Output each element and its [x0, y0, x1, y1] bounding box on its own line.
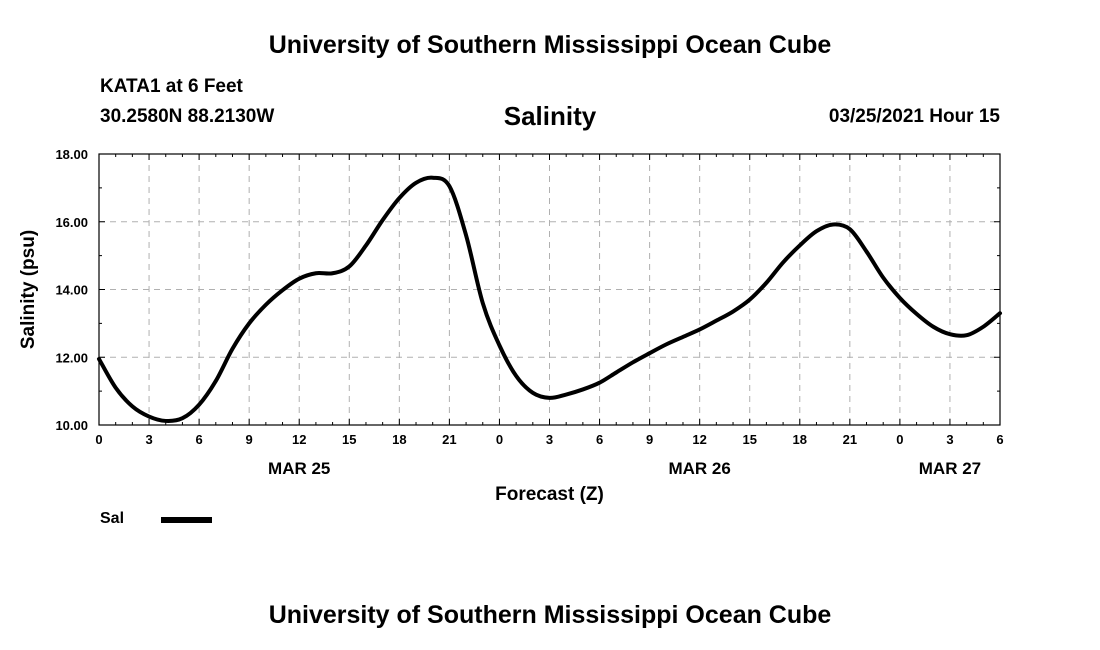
x-tick-label: 6	[996, 432, 1003, 447]
x-tick-label: 21	[843, 432, 857, 447]
date-label: MAR 25	[268, 459, 330, 478]
top-title: University of Southern Mississippi Ocean…	[268, 31, 832, 59]
forecast-datetime: 03/25/2021 Hour 15	[828, 106, 1000, 127]
x-tick-label: 0	[95, 432, 102, 447]
x-tick-label: 15	[742, 432, 756, 447]
y-tick-label: 14.00	[55, 283, 88, 298]
x-tick-label: 18	[793, 432, 807, 447]
coordinates-label: 30.2580N 88.2130W	[100, 106, 275, 127]
x-tick-label: 21	[442, 432, 456, 447]
y-tick-label: 16.00	[55, 215, 88, 230]
station-label: KATA1 at 6 Feet	[100, 76, 243, 97]
date-label: MAR 26	[668, 459, 730, 478]
legend-swatch	[161, 517, 212, 523]
y-tick-label: 12.00	[55, 350, 88, 365]
x-tick-label: 3	[546, 432, 553, 447]
x-tick-label: 3	[946, 432, 953, 447]
x-tick-label: 9	[646, 432, 653, 447]
x-axis-label: Forecast (Z)	[495, 484, 604, 505]
x-tick-label: 6	[195, 432, 202, 447]
x-tick-label: 18	[392, 432, 406, 447]
x-tick-label: 12	[292, 432, 306, 447]
chart-title: Salinity	[503, 101, 597, 131]
bottom-title: University of Southern Mississippi Ocean…	[268, 601, 832, 629]
salinity-series-line	[97, 175, 1002, 424]
x-tick-label: 15	[342, 432, 356, 447]
date-label: MAR 27	[919, 459, 981, 478]
x-tick-label: 6	[596, 432, 603, 447]
x-tick-label: 9	[246, 432, 253, 447]
y-tick-label: 10.00	[55, 418, 88, 433]
y-axis-label: Salinity (psu)	[18, 230, 39, 349]
x-tick-label: 3	[145, 432, 152, 447]
x-tick-label: 12	[692, 432, 706, 447]
x-tick-label: 0	[496, 432, 503, 447]
y-tick-label: 18.00	[55, 147, 88, 162]
x-tick-label: 0	[896, 432, 903, 447]
legend-label: Sal	[100, 510, 125, 527]
